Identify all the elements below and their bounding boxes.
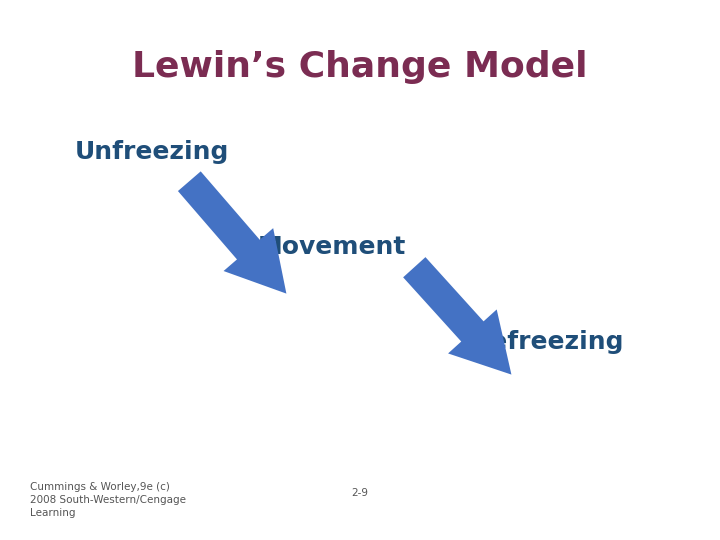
- FancyArrow shape: [179, 173, 285, 292]
- FancyArrow shape: [405, 259, 510, 373]
- Text: Unfreezing: Unfreezing: [75, 140, 230, 164]
- Text: 2-9: 2-9: [351, 488, 369, 498]
- Text: Lewin’s Change Model: Lewin’s Change Model: [132, 50, 588, 84]
- Text: Refreezing: Refreezing: [472, 330, 624, 354]
- Text: Cummings & Worley,9e (c)
2008 South-Western/Cengage
Learning: Cummings & Worley,9e (c) 2008 South-West…: [30, 482, 186, 518]
- Text: Movement: Movement: [258, 235, 406, 259]
